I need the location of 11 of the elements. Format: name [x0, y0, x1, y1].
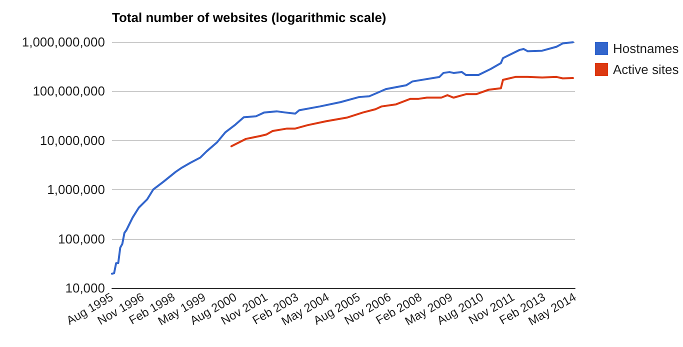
chart-title: Total number of websites (logarithmic scale) — [112, 10, 386, 25]
y-tick-label: 1,000,000,000 — [22, 34, 105, 50]
y-tick-label: 10,000 — [65, 280, 105, 296]
legend-label: Active sites — [613, 62, 680, 77]
line-series — [230, 76, 574, 148]
y-tick-label: 10,000,000 — [40, 132, 105, 148]
y-tick-label: 100,000,000 — [32, 84, 105, 99]
legend-label: Hostnames — [613, 41, 680, 56]
line-series — [111, 41, 574, 275]
y-tick-label: 100,000 — [58, 231, 105, 246]
y-tick-label: 1,000,000 — [47, 182, 105, 198]
